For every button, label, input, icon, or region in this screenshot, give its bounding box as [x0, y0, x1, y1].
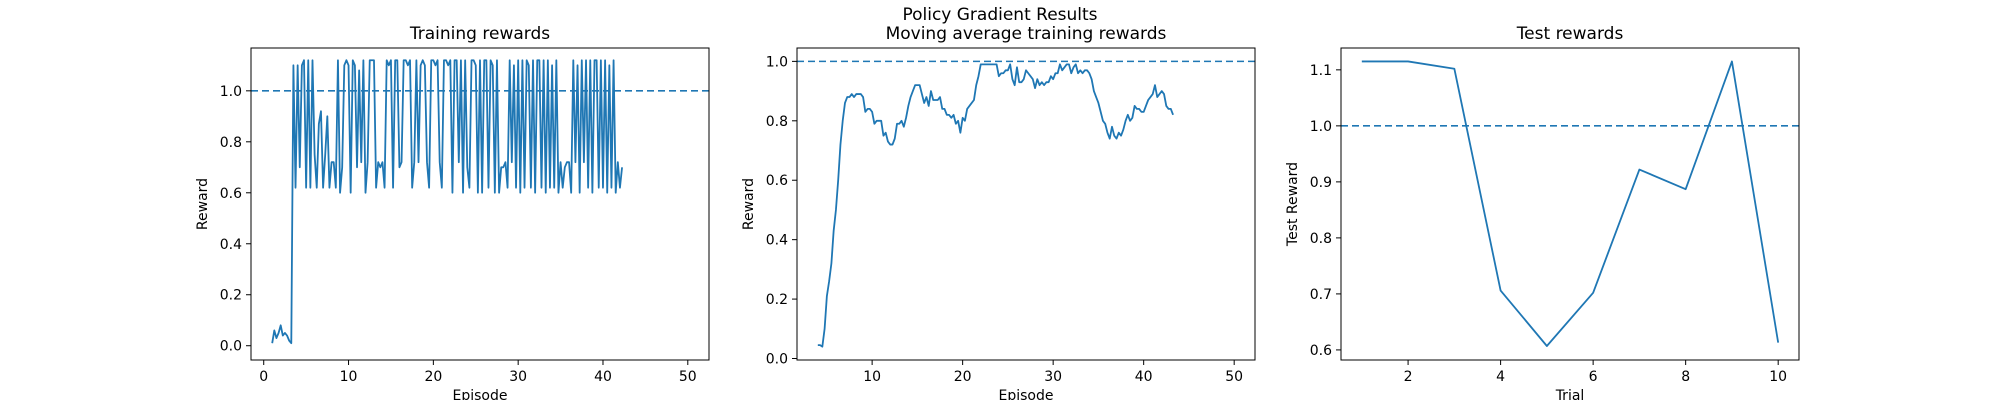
moving-average-y-tick-label: 0.6 [766, 173, 788, 189]
test-y-tick-label: 0.6 [1310, 343, 1332, 359]
moving-average-x-tick-label: 30 [1044, 369, 1062, 385]
moving-average-axes-frame [796, 47, 1256, 361]
moving-average-series-line [817, 63, 1174, 348]
training-y-tick-label: 1.0 [220, 84, 242, 100]
test-x-axis-label: Trial [1555, 388, 1585, 400]
test-x-tick-label: 8 [1681, 369, 1690, 385]
test-x-tick-label: 10 [1769, 369, 1787, 385]
test-y-tick-label: 0.9 [1310, 175, 1332, 191]
training-chart-title: Training rewards [409, 24, 550, 44]
test-x-tick-label: 6 [1589, 369, 1598, 385]
training-x-axis-label: Episode [453, 388, 508, 400]
training-series-line [271, 59, 623, 345]
moving-average-x-tick-label: 10 [863, 369, 881, 385]
moving-average-chart: 10 20 30 40 50 0.0 0.2 0.4 0.6 0.8 1.0 Moving avera… [741, 24, 1256, 400]
test-y-axis-label: Test Reward [1285, 162, 1301, 247]
moving-average-y-axis-label: Reward [741, 178, 757, 230]
moving-average-x-tick-label: 40 [1135, 369, 1153, 385]
training-x-tick-label: 20 [424, 369, 442, 385]
moving-average-y-tick-label: 0.4 [766, 233, 788, 249]
training-axes-frame [250, 47, 710, 361]
training-y-tick-label: 0.0 [220, 339, 242, 355]
test-y-tick-label: 0.7 [1310, 287, 1332, 303]
moving-average-y-tick-label: 0.0 [766, 352, 788, 368]
test-y-tick-label: 0.8 [1310, 231, 1332, 247]
moving-average-chart-title: Moving average training rewards [886, 24, 1167, 44]
figure-suptitle: Policy Gradient Results [902, 5, 1097, 25]
moving-average-x-axis-label: Episode [999, 388, 1054, 400]
training-y-tick-label: 0.4 [220, 237, 242, 253]
moving-average-x-tick-label: 20 [954, 369, 972, 385]
moving-average-y-tick-label: 0.2 [766, 292, 788, 308]
training-x-tick-label: 0 [259, 369, 268, 385]
test-x-tick-label: 2 [1404, 369, 1413, 385]
test-series-line [1361, 60, 1780, 347]
training-x-tick-label: 10 [340, 369, 358, 385]
test-x-tick-label: 4 [1496, 369, 1505, 385]
test-rewards-chart: 2 4 6 8 10 0.6 0.7 0.8 0.9 1.0 1.1 Test rewards Tria… [1285, 24, 1800, 400]
moving-average-x-tick-label: 50 [1225, 369, 1243, 385]
training-rewards-chart: 0 10 20 30 40 50 0.0 0.2 0.4 0.6 0.8 1.0 Training re… [195, 24, 710, 400]
training-x-tick-label: 50 [679, 369, 697, 385]
test-y-tick-label: 1.0 [1310, 119, 1332, 135]
training-y-axis-label: Reward [195, 178, 211, 230]
test-chart-title: Test rewards [1516, 24, 1624, 44]
moving-average-y-tick-label: 1.0 [766, 54, 788, 70]
training-x-tick-label: 40 [594, 369, 612, 385]
training-y-tick-label: 0.2 [220, 288, 242, 304]
test-axes-frame [1340, 47, 1800, 361]
training-x-tick-label: 30 [509, 369, 527, 385]
test-y-tick-label: 1.1 [1310, 63, 1332, 79]
training-y-tick-label: 0.8 [220, 135, 242, 151]
training-y-tick-label: 0.6 [220, 186, 242, 202]
moving-average-y-tick-label: 0.8 [766, 114, 788, 130]
